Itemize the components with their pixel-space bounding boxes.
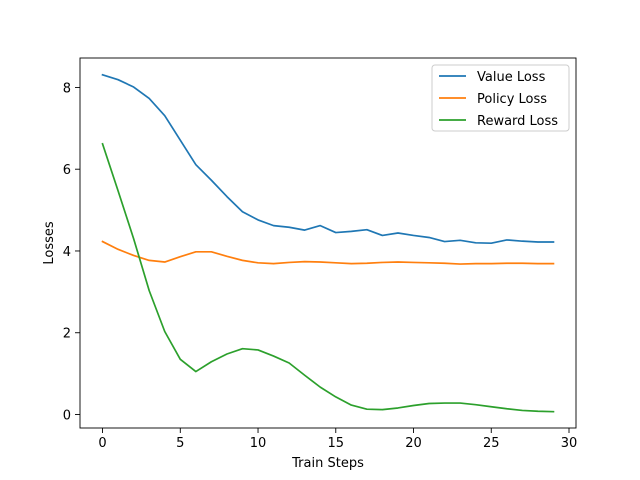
x-tick-label: 5 — [176, 436, 184, 451]
x-tick-label: 15 — [328, 436, 345, 451]
y-tick-label: 0 — [63, 409, 71, 424]
x-tick-label: 10 — [250, 436, 267, 451]
y-tick-label: 8 — [63, 81, 71, 96]
x-tick-label: 25 — [483, 436, 500, 451]
x-tick-label: 0 — [98, 436, 106, 451]
series-line-policy-loss — [101, 240, 555, 265]
series-group — [101, 73, 555, 413]
plot-frame — [79, 57, 577, 429]
x-axis: 0 5 10 15 20 25 30 — [98, 428, 577, 451]
legend: Value Loss Policy Loss Reward Loss — [431, 64, 570, 132]
x-tick-label: 30 — [561, 436, 578, 451]
y-tick-label: 2 — [63, 327, 71, 342]
y-axis: 0 2 4 6 8 — [63, 81, 80, 424]
y-axis-label: Losses — [42, 221, 57, 265]
legend-box — [431, 64, 570, 132]
x-axis-label: Train Steps — [291, 456, 364, 471]
legend-label-value-loss: Value Loss — [477, 70, 546, 85]
series-line-reward-loss — [101, 142, 555, 413]
legend-label-reward-loss: Reward Loss — [477, 114, 558, 129]
y-tick-label: 6 — [63, 163, 71, 178]
y-tick-label: 4 — [63, 245, 71, 260]
legend-label-policy-loss: Policy Loss — [477, 92, 547, 107]
series-line-value-loss — [101, 73, 555, 245]
x-tick-label: 20 — [405, 436, 422, 451]
